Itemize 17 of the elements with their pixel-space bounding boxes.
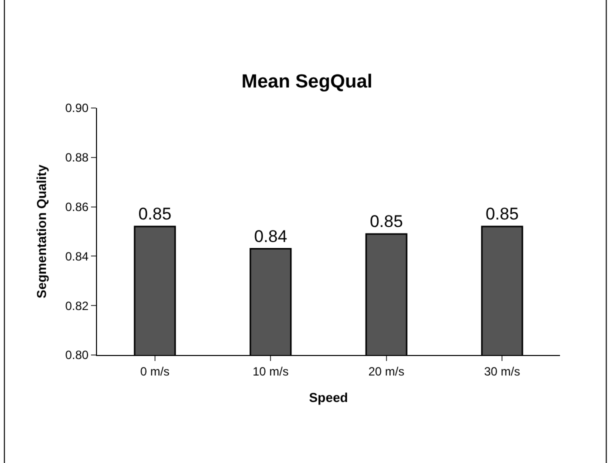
y-axis-title: Segmentation Quality <box>34 164 50 298</box>
text: 0.86 <box>65 200 89 214</box>
x-axis-title: Speed <box>308 390 348 405</box>
x-tick-label: 30 m/s <box>484 364 520 378</box>
data-label: 0.85 <box>138 204 172 224</box>
data-label: 0.85 <box>486 204 519 224</box>
data-label: 0.84 <box>254 226 288 246</box>
x-tick-label: 20 m/s <box>368 364 404 378</box>
text: 0.80 <box>65 348 89 362</box>
x-tick-label: 0 m/s <box>140 364 170 378</box>
text: 0.90 <box>65 101 89 116</box>
text: 0.82 <box>65 298 89 313</box>
text: 0.88 <box>65 150 89 165</box>
x-tick-label: 10 m/s <box>252 364 289 378</box>
data-label: 0.85 <box>370 212 403 231</box>
chart-title: Mean SegQual <box>242 71 372 92</box>
text: 0.84 <box>65 249 89 264</box>
